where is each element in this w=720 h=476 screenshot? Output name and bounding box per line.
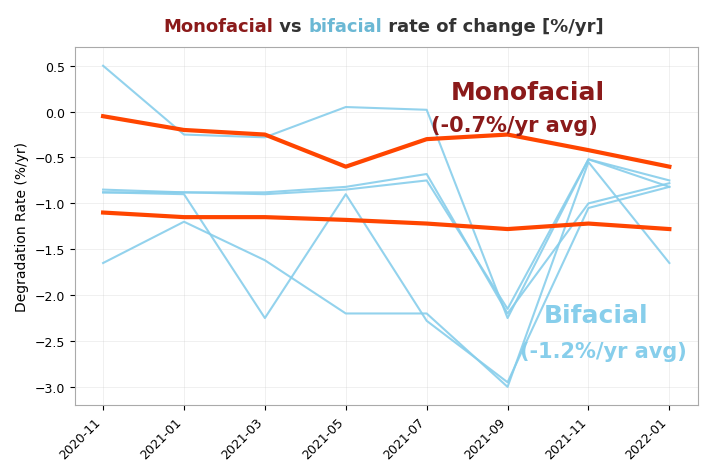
Text: rate of change [%/yr]: rate of change [%/yr] [382,18,603,36]
Text: (-0.7%/yr avg): (-0.7%/yr avg) [431,115,598,135]
Text: Monofacial: Monofacial [163,18,274,36]
Text: bifacial: bifacial [308,18,382,36]
Text: Monofacial: Monofacial [451,81,605,105]
Y-axis label: Degradation Rate (%/yr): Degradation Rate (%/yr) [15,142,29,312]
Text: Bifacial: Bifacial [544,304,649,327]
Text: vs: vs [274,18,308,36]
Text: (-1.2%/yr avg): (-1.2%/yr avg) [520,341,686,361]
